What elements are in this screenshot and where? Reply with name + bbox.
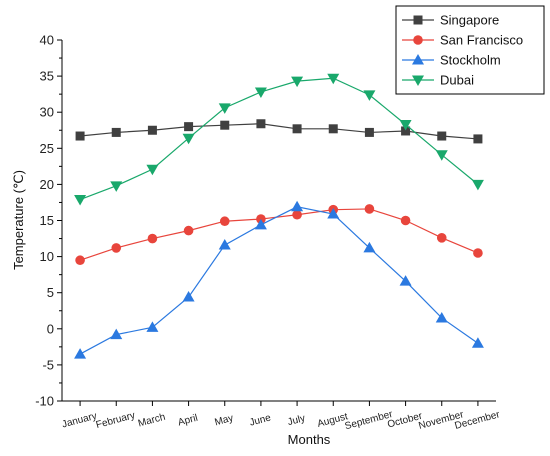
x-tick-label: March (137, 412, 167, 430)
data-point-singapore (328, 124, 338, 134)
data-point-singapore (364, 127, 374, 137)
y-tick-label: 10 (40, 249, 54, 264)
data-point-dubai (291, 76, 304, 88)
y-tick-label: 15 (40, 213, 54, 228)
legend-marker (412, 75, 424, 86)
data-point-dubai (110, 181, 123, 192)
y-axis-ticks: -10 -5 0 5 10 15 20 25 30 35 40 (35, 33, 62, 409)
y-tick-label: -10 (35, 394, 54, 409)
legend-marker (412, 54, 424, 65)
data-point-stockholm (291, 200, 304, 212)
data-point-stockholm (218, 239, 231, 250)
x-tick-label: January (61, 411, 98, 431)
data-point-singapore (256, 119, 266, 129)
data-point-stockholm (471, 337, 484, 348)
data-point-san-francisco (292, 209, 302, 220)
data-point-san-francisco (364, 204, 375, 214)
data-point-san-francisco (183, 225, 194, 236)
series-layer (74, 73, 484, 359)
data-point-san-francisco (75, 255, 85, 266)
x-tick-label: April (177, 413, 199, 429)
y-tick-label: 25 (40, 141, 54, 156)
data-point-stockholm (254, 218, 267, 230)
data-point-san-francisco (147, 233, 158, 244)
data-point-dubai (218, 103, 231, 114)
y-tick-label: 0 (47, 321, 54, 336)
data-point-singapore (473, 134, 483, 144)
data-point-stockholm (110, 328, 123, 340)
series-line-stockholm (79, 206, 479, 355)
legend-item-dubai: Dubai (402, 73, 474, 88)
x-axis-title: Months (288, 432, 331, 447)
data-point-stockholm (327, 208, 340, 219)
data-point-dubai (74, 195, 87, 206)
series-line-dubai (79, 77, 479, 201)
legend-item-san-francisco: San Francisco (402, 33, 523, 48)
data-point-dubai (399, 119, 412, 131)
y-tick-label: 20 (40, 177, 54, 192)
data-point-singapore (111, 127, 121, 137)
data-point-stockholm (74, 348, 87, 359)
legend-marker (413, 15, 423, 25)
data-point-stockholm (435, 311, 448, 323)
legend: Singapore San Francisco Stockholm Dubai (395, 5, 545, 95)
series-singapore (75, 119, 483, 144)
data-point-singapore (147, 125, 157, 135)
y-tick-label: -5 (42, 357, 54, 372)
data-point-dubai (435, 150, 448, 161)
data-point-san-francisco (436, 233, 447, 243)
x-tick-label: June (248, 412, 272, 428)
data-point-stockholm (146, 321, 159, 332)
legend-label: Singapore (440, 13, 499, 28)
data-point-singapore (401, 126, 411, 136)
data-point-stockholm (363, 241, 376, 253)
data-point-singapore (220, 120, 230, 130)
series-san-francisco (75, 204, 483, 266)
data-point-stockholm (182, 291, 195, 302)
data-point-san-francisco (111, 243, 122, 253)
x-tick-label: July (286, 413, 306, 428)
data-point-san-francisco (219, 216, 230, 227)
series-line-singapore (80, 123, 478, 140)
data-point-singapore (184, 122, 194, 132)
series-stockholm (74, 200, 484, 359)
legend-item-stockholm: Stockholm (402, 53, 501, 68)
series-line-san-francisco (79, 208, 479, 261)
legend-label: Dubai (440, 73, 474, 88)
legend-item-singapore: Singapore (402, 13, 499, 28)
data-point-singapore (437, 131, 447, 141)
y-axis-title: Temperature (℃) (11, 170, 26, 270)
series-dubai (74, 73, 484, 206)
y-tick-label: 30 (40, 105, 54, 120)
data-point-dubai (363, 90, 376, 101)
data-point-singapore (75, 131, 85, 141)
legend-marker (413, 35, 423, 45)
data-point-stockholm (399, 275, 412, 286)
x-tick-label: May (214, 413, 235, 429)
y-tick-label: 40 (40, 33, 54, 48)
data-point-san-francisco (473, 248, 483, 258)
data-point-dubai (254, 87, 267, 98)
y-tick-label: 5 (47, 285, 54, 300)
data-point-dubai (471, 179, 484, 191)
data-point-dubai (182, 133, 195, 145)
data-point-singapore (292, 124, 302, 134)
y-tick-label: 35 (40, 69, 54, 84)
legend-label: Stockholm (440, 53, 501, 68)
x-tick-label: February (95, 410, 136, 431)
data-point-dubai (327, 73, 340, 85)
data-point-san-francisco (400, 215, 411, 226)
data-point-dubai (146, 164, 159, 176)
legend-label: San Francisco (440, 33, 523, 48)
